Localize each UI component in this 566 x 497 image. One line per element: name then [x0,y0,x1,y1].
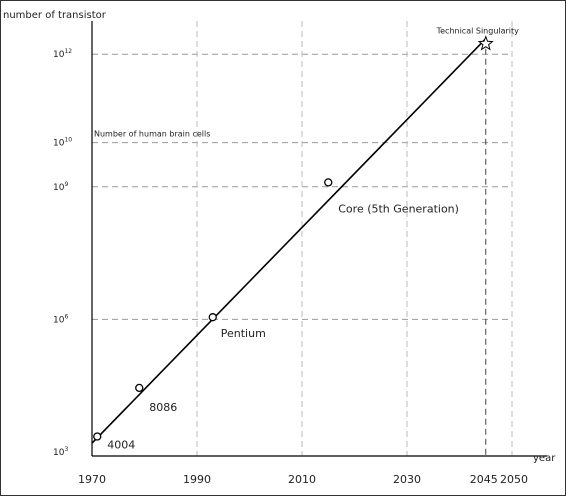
y-tick-label: 109 [53,181,68,193]
singularity-star-icon [477,35,494,51]
y-tick-label: 1012 [53,48,72,60]
y-tick-exponent: 3 [64,446,68,453]
x-tick-label: 2010 [288,473,316,486]
brain-cells-label: Number of human brain cells [94,130,210,139]
x-tick-label: 1990 [183,473,211,486]
y-tick-label: 103 [53,446,68,458]
point-label: 4004 [107,439,135,452]
x-axis-title: year [533,453,556,464]
data-point [208,313,217,322]
point-label: Pentium [221,327,266,340]
y-tick-base: 10 [53,448,65,458]
y-tick-base: 10 [53,315,65,325]
data-point [93,432,102,441]
y-tick-label: 106 [53,313,68,325]
data-point [135,383,144,393]
y-tick-exponent: 9 [64,181,68,188]
y-tick-exponent: 12 [64,48,72,55]
singularity-label: Technical Singularity [436,27,520,36]
point-label: 8086 [149,401,177,414]
y-axis-title: number of transistor [3,10,107,21]
y-tick-exponent: 10 [64,137,72,144]
x-tick-label: 1970 [78,473,106,486]
y-tick-base: 10 [53,183,65,193]
y-tick-exponent: 6 [64,313,68,320]
x-tick-label: 2045 [470,473,498,486]
y-tick-label: 1010 [53,137,72,149]
point-label: Core (5th Generation) [338,202,459,215]
y-tick-base: 10 [53,50,65,60]
x-tick-label: 2050 [500,473,528,486]
y-tick-base: 10 [53,139,65,149]
trend-line [91,38,487,444]
data-point [324,178,333,187]
x-tick-label: 2030 [393,473,421,486]
